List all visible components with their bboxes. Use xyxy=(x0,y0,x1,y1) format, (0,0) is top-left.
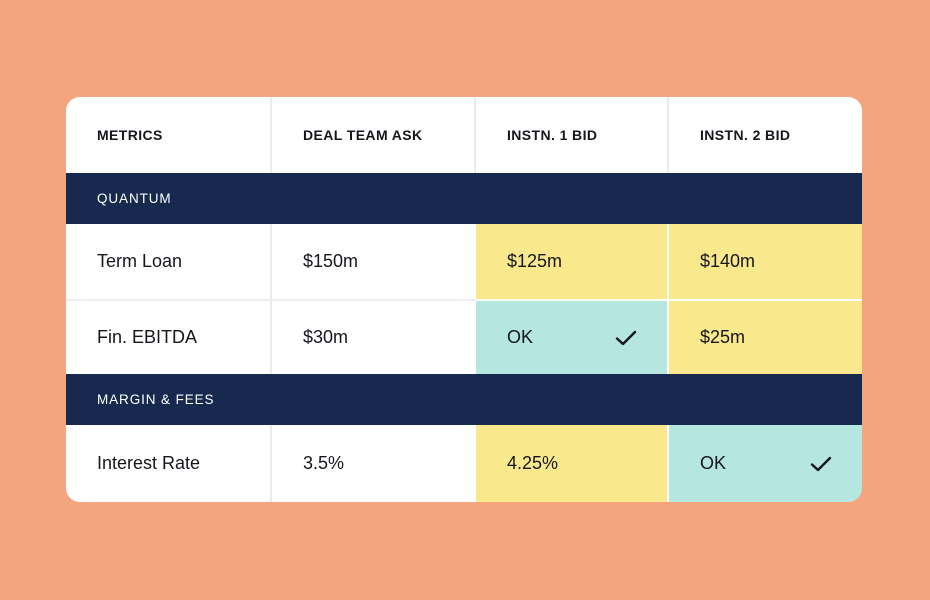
bid-comparison-table: METRICS DEAL TEAM ASK INSTN. 1 BID INSTN… xyxy=(66,97,862,502)
cell-instn-1-bid: OK xyxy=(476,299,669,374)
check-icon xyxy=(615,330,637,346)
column-header-instn-1-bid: INSTN. 1 BID xyxy=(476,97,669,173)
cell-deal-team-ask: 3.5% xyxy=(272,425,476,502)
column-header-metrics: METRICS xyxy=(66,97,272,173)
cell-instn-2-bid: OK xyxy=(669,425,862,502)
cell-instn-1-bid: $125m xyxy=(476,224,669,299)
table-row-fin-ebitda: Fin. EBITDA $30m OK $25m xyxy=(66,299,862,374)
column-header-deal-team-ask: DEAL TEAM ASK xyxy=(272,97,476,173)
section-label: QUANTUM xyxy=(97,191,172,206)
section-header-quantum: QUANTUM xyxy=(66,173,862,224)
table-header-row: METRICS DEAL TEAM ASK INSTN. 1 BID INSTN… xyxy=(66,97,862,173)
cell-metric: Interest Rate xyxy=(66,425,272,502)
check-icon xyxy=(810,456,832,472)
cell-metric: Term Loan xyxy=(66,224,272,299)
cell-instn-1-bid: 4.25% xyxy=(476,425,669,502)
cell-value: OK xyxy=(700,453,727,473)
table-row-interest-rate: Interest Rate 3.5% 4.25% OK xyxy=(66,425,862,502)
section-label: MARGIN & FEES xyxy=(97,392,215,407)
cell-instn-2-bid: $140m xyxy=(669,224,862,299)
cell-deal-team-ask: $150m xyxy=(272,224,476,299)
column-header-instn-2-bid: INSTN. 2 BID xyxy=(669,97,862,173)
cell-metric: Fin. EBITDA xyxy=(66,299,272,374)
cell-instn-2-bid: $25m xyxy=(669,299,862,374)
table-row-term-loan: Term Loan $150m $125m $140m xyxy=(66,224,862,299)
cell-value: OK xyxy=(507,327,534,347)
cell-deal-team-ask: $30m xyxy=(272,299,476,374)
section-header-margin-fees: MARGIN & FEES xyxy=(66,374,862,425)
